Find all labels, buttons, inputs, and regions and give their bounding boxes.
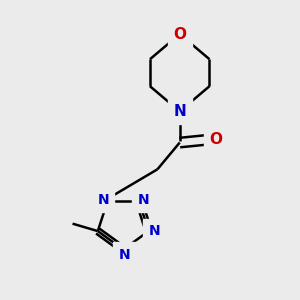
Text: O: O [209,131,223,146]
Text: N: N [149,224,161,238]
Text: N: N [119,248,130,262]
Text: N: N [138,193,149,207]
Text: N: N [173,104,186,119]
Text: O: O [173,27,186,42]
Text: N: N [97,193,109,207]
